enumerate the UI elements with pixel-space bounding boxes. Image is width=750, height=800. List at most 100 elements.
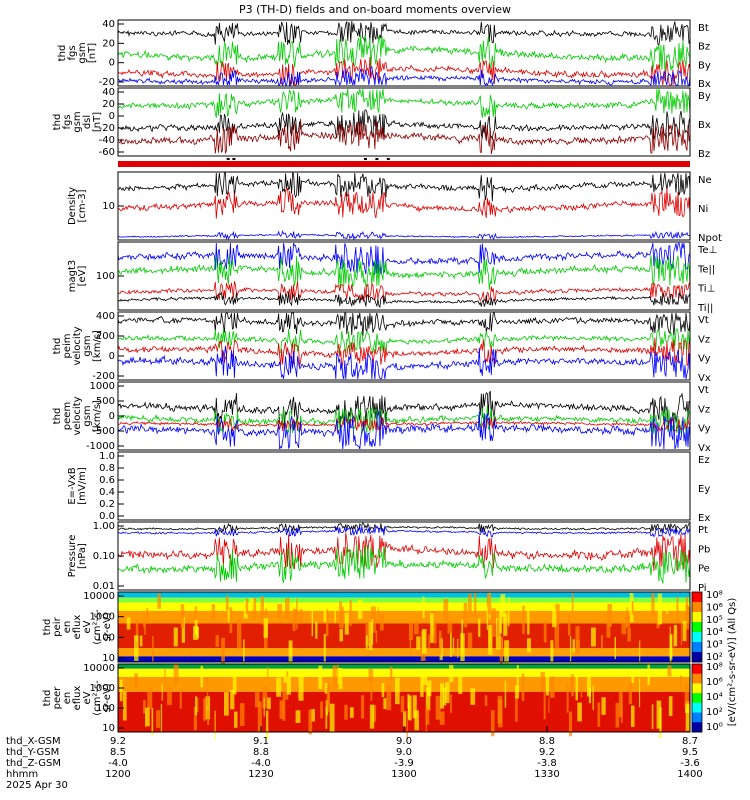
peir-spectrogram-streak-40	[180, 604, 185, 628]
peer-spectrogram-streak-44	[320, 701, 323, 719]
xtick-z-2: -3.9	[394, 758, 414, 769]
panel-8-ylabel-2: en	[62, 621, 73, 634]
panel-0-ytick-label-2: 0	[109, 58, 115, 69]
panel-3-trace-1	[117, 255, 691, 290]
panel-7-trace-3	[117, 544, 691, 584]
colorbar-9-label-4: 10⁰	[706, 722, 723, 733]
peer-spectrogram-streak-36	[566, 684, 569, 713]
peer-spectrogram-streak-40	[151, 707, 154, 736]
panel-6-ytick-label-3: 0.4	[99, 487, 115, 498]
peir-spectrogram-streak-38	[357, 599, 363, 619]
peir-spectrogram-streak-78	[323, 633, 326, 663]
panel-5-ylabel-1: peem	[62, 402, 73, 430]
peir-spectrogram-streak-119	[263, 618, 268, 638]
panel-4-legend-Vt: Vt	[698, 315, 709, 326]
panel-6-legend-Ez: Ez	[698, 455, 710, 466]
panel-9-ytick-label-2: 100	[96, 703, 115, 714]
peer-spectrogram-streak-42	[412, 695, 417, 719]
colorbar-9-seg-3	[692, 693, 702, 704]
peer-spectrogram-streak-120	[344, 704, 348, 720]
peir-spectrogram-streak-32	[575, 626, 580, 654]
peir-spectrogram-streak-107	[486, 593, 492, 615]
xtick-time-2: 1300	[391, 769, 416, 780]
peer-spectrogram-streak-71	[435, 695, 441, 720]
panel-2-legend-Ni: Ni	[698, 204, 708, 215]
peer-spectrogram-streak-37	[193, 706, 197, 731]
panel-7-trace-1	[117, 525, 691, 538]
peir-spectrogram-streak-81	[468, 593, 472, 617]
peer-spectrogram-streak-86	[119, 679, 123, 702]
peer-spectrogram-streak-108	[276, 677, 282, 697]
panel-9-ylabel-4: eV	[82, 691, 93, 704]
peer-spectrogram-streak-60	[491, 710, 495, 737]
peer-spectrogram-streak-56	[543, 692, 546, 720]
peer-spectrogram-streak-29	[368, 668, 374, 682]
panel-4-ytick-label-3: -200	[92, 371, 115, 382]
mode-bar-tick-4	[386, 158, 390, 160]
peer-spectrogram-streak-18	[234, 711, 238, 728]
peer-spectrogram-streak-35	[257, 701, 262, 732]
peir-spectrogram-streak-136	[421, 629, 427, 654]
peir-spectrogram-streak-44	[452, 637, 455, 654]
panel-3-ylabel-0: magt3	[67, 260, 78, 293]
panel-2-legend-Npot: Npot	[698, 233, 722, 244]
peir-spectrogram-streak-139	[461, 619, 464, 652]
colorbar-9-seg-4	[692, 702, 702, 714]
panel-9-ylabel-0: thd	[42, 690, 53, 707]
peer-spectrogram-streak-128	[295, 710, 301, 723]
peer-spectrogram-streak-79	[338, 668, 343, 690]
peer-spectrogram-streak-70	[179, 688, 182, 709]
panel-7-ylabel-1: [nPa]	[77, 543, 88, 569]
panel-9-ylabel-3: eflux	[72, 686, 83, 711]
peir-spectrogram-band-0	[118, 592, 690, 598]
peir-spectrogram-streak-96	[550, 640, 554, 663]
peir-spectrogram-streak-100	[323, 608, 327, 623]
panel-0-ylabel-3: [nT]	[87, 43, 98, 63]
panel-9-ylabel-5: (cm²-s-	[92, 680, 103, 716]
panel-6-ylabel-1: [mV/m]	[77, 467, 88, 505]
peer-spectrogram-streak-83	[325, 706, 328, 729]
peer-spectrogram-streak-117	[400, 696, 405, 713]
xaxis-row-label-0: thd_X-GSM	[6, 736, 61, 747]
peer-spectrogram-streak-74	[267, 666, 269, 678]
panel-4-trace-1	[117, 327, 691, 355]
peer-spectrogram-streak-122	[122, 691, 127, 721]
panel-4-ytick-label-2: 0	[109, 351, 115, 362]
panel-4-frame	[117, 311, 691, 381]
peer-spectrogram-streak-68	[618, 691, 623, 718]
peir-spectrogram-streak-76	[215, 635, 219, 647]
panel-5-ylabel-3: gsm	[82, 405, 93, 426]
peir-spectrogram-streak-118	[682, 620, 687, 642]
peir-spectrogram-streak-97	[139, 635, 143, 647]
panel-7-trace-0	[117, 522, 691, 534]
peir-spectrogram-streak-20	[422, 596, 425, 618]
peer-spectrogram-streak-63	[332, 665, 337, 689]
panel-0-trace-1	[117, 35, 691, 72]
xtick-z-1: -4.0	[251, 758, 271, 769]
peer-spectrogram-streak-80	[164, 668, 166, 687]
peer-spectrogram-streak-22	[147, 688, 153, 709]
peir-spectrogram-band-6	[118, 656, 690, 662]
panel-1-frame	[117, 87, 691, 157]
panel-4-legend-Vy: Vy	[698, 354, 711, 365]
peir-spectrogram-streak-68	[144, 622, 146, 635]
panel-4-legend-Vz: Vz	[698, 334, 710, 345]
peer-spectrogram-streak-45	[214, 710, 216, 740]
peir-spectrogram-streak-116	[607, 603, 612, 627]
peir-spectrogram-streak-39	[614, 637, 616, 660]
peer-spectrogram-streak-62	[266, 710, 269, 740]
colorbar-8-seg-1	[692, 602, 702, 613]
panel-3-trace-2	[117, 281, 691, 304]
panel-0-legend-By: By	[698, 60, 711, 71]
peir-spectrogram-streak-15	[227, 610, 231, 623]
panel-2-trace-1	[117, 188, 691, 219]
peer-spectrogram-streak-43	[203, 698, 206, 721]
peir-spectrogram-streak-4	[527, 605, 530, 635]
colorbar-8-seg-5	[692, 642, 702, 653]
peer-spectrogram-streak-131	[308, 709, 313, 735]
peer-spectrogram-streak-21	[173, 664, 179, 685]
peer-spectrogram-streak-89	[167, 687, 172, 706]
panel-5-ytick-label-4: -1000	[86, 441, 115, 452]
peir-spectrogram-streak-66	[591, 627, 596, 647]
peir-spectrogram-streak-129	[500, 594, 506, 617]
